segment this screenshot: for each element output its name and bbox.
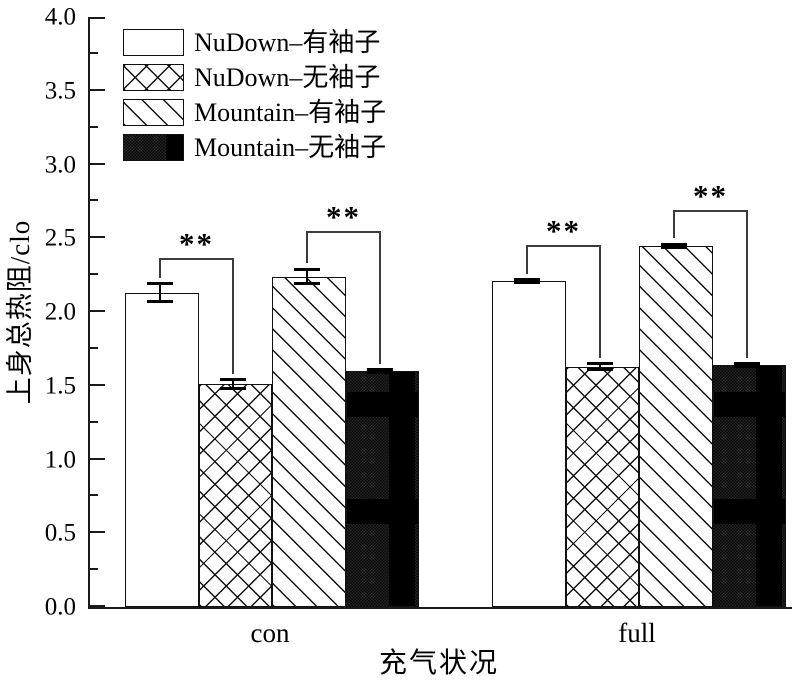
bar-full-series3	[712, 365, 786, 607]
error-bar-cap-bottom	[587, 368, 614, 372]
y-minor-tick	[90, 199, 98, 202]
legend-swatch-solid-black	[123, 134, 184, 161]
error-bar-whisker	[232, 379, 235, 390]
legend-swatch-diagonal	[123, 99, 184, 126]
sig-bracket-bar	[525, 245, 602, 247]
legend-swatch-plain-white	[123, 29, 184, 56]
sig-bracket-right-leg	[746, 210, 749, 358]
y-minor-tick	[90, 420, 98, 423]
sig-bracket-bar	[158, 258, 235, 260]
y-minor-tick	[90, 51, 98, 54]
sig-bracket-left-leg	[672, 210, 675, 239]
legend-label: NuDown–有袖子	[194, 28, 381, 57]
error-bar-cap-top	[587, 362, 614, 366]
bar-full-series0	[492, 281, 566, 607]
y-tick-label: 0.5	[44, 519, 76, 547]
y-tick-label: 2.5	[44, 224, 76, 252]
y-minor-tick	[90, 125, 98, 128]
sig-bracket-left-leg	[158, 258, 161, 278]
y-minor-tick	[90, 568, 98, 571]
significance-label: **	[326, 199, 361, 234]
significance-label: **	[546, 213, 581, 248]
sig-bracket-right-leg	[379, 231, 382, 364]
significance-label: **	[179, 226, 214, 261]
y-major-tick	[90, 531, 105, 534]
y-major-tick	[90, 236, 105, 239]
sig-bracket-left-leg	[305, 231, 308, 264]
plot-area	[88, 17, 792, 609]
legend-label: NuDown–无袖子	[194, 63, 381, 92]
y-major-tick	[90, 457, 105, 460]
y-tick-label: 3.0	[44, 151, 76, 178]
error-bar-cap-top	[220, 378, 247, 382]
error-bar-cap-bottom	[146, 300, 173, 304]
error-bar-cap-top	[513, 278, 540, 282]
sig-bracket-right-leg	[599, 245, 602, 358]
y-major-tick	[90, 17, 105, 19]
error-bar-cap-bottom	[660, 245, 687, 249]
error-bar-cap-top	[146, 282, 173, 286]
y-major-tick	[90, 383, 105, 386]
y-tick-label: 4.0	[44, 3, 76, 31]
error-bar-cap-bottom	[293, 282, 320, 286]
error-bar-whisker	[599, 363, 602, 371]
legend-label: Mountain–有袖子	[194, 98, 387, 127]
bar-full-series2	[639, 245, 713, 607]
sig-bracket-bar	[672, 210, 749, 212]
y-minor-tick	[90, 346, 98, 349]
y-minor-tick	[90, 273, 98, 276]
y-tick-label: 0.0	[44, 593, 76, 621]
bar-con-series0	[125, 292, 199, 607]
error-bar-cap-bottom	[367, 370, 394, 374]
y-major-tick	[90, 310, 105, 312]
legend-swatch-crosshatch	[123, 64, 184, 91]
y-tick-label: 2.0	[44, 298, 76, 326]
error-bar-whisker	[305, 269, 308, 285]
bar-full-series1	[565, 366, 639, 607]
y-tick-label: 3.5	[44, 77, 76, 105]
legend-label: Mountain–无袖子	[194, 133, 387, 162]
x-category-label-con: con	[250, 618, 290, 648]
error-bar-cap-top	[734, 362, 761, 366]
bar-con-series2	[272, 276, 346, 607]
error-bar-cap-top	[293, 267, 320, 271]
bar-con-series3	[345, 371, 419, 607]
sig-bracket-left-leg	[525, 245, 528, 274]
y-major-tick	[90, 162, 105, 165]
sig-bracket-right-leg	[232, 258, 235, 374]
y-minor-tick	[90, 494, 98, 497]
significance-label: **	[693, 178, 728, 213]
y-tick-label: 1.0	[44, 446, 76, 473]
error-bar-cap-top	[367, 368, 394, 372]
error-bar-cap-top	[660, 242, 687, 246]
bar-con-series1	[198, 384, 272, 607]
error-bar-whisker	[158, 283, 161, 303]
x-axis-title: 充气状况	[378, 648, 500, 679]
y-major-tick	[90, 605, 105, 607]
sig-bracket-bar	[305, 231, 382, 233]
error-bar-cap-bottom	[513, 281, 540, 284]
error-bar-cap-bottom	[734, 365, 761, 369]
y-tick-label: 1.5	[44, 372, 76, 400]
x-category-label-full: full	[618, 618, 656, 648]
y-major-tick	[90, 88, 105, 91]
error-bar-cap-bottom	[220, 387, 247, 391]
